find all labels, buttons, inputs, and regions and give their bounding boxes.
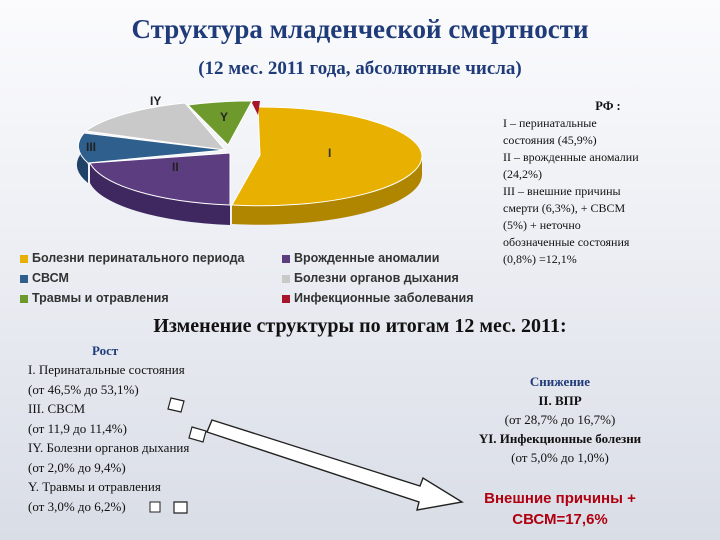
pie-slice-injuries (186, 100, 253, 146)
increase-line: IY. Болезни органов дыхания (28, 440, 190, 455)
conclusion-line: Внешние причины + (484, 490, 636, 507)
legend-swatch (282, 254, 290, 263)
pie-label-Y: Y (220, 110, 228, 124)
legend-swatch (20, 274, 28, 283)
legend-item-anomalies: Врожденные аномалии (282, 250, 439, 266)
decrease-line: (от 5,0% до 1,0%) (511, 450, 609, 465)
rf-note-line: II – врожденные аномалии (503, 150, 639, 164)
legend-item-injuries: Травмы и отравления (20, 290, 169, 306)
rf-note-line: смерти (6,3%), + СВСМ (503, 201, 626, 215)
pie-label-II: II (172, 160, 179, 174)
increase-line: (от 46,5% до 53,1%) (28, 381, 139, 397)
legend-item-infectious: Инфекционные заболевания (282, 290, 474, 306)
legend-swatch (20, 294, 28, 303)
decrease-header: Снижение (529, 374, 591, 389)
legend-label: Инфекционные заболевания (294, 291, 474, 305)
pie-side-svsm (76, 140, 88, 183)
decrease-line: YI. Инфекционные болезни (478, 431, 642, 446)
increase-line: III. СВСМ (28, 401, 86, 416)
slide-title: Структура младенческой смертности (131, 14, 589, 44)
conclusion-line: СВСМ=17,6% (512, 511, 608, 528)
rf-note-header: РФ : (595, 99, 621, 113)
legend-label: Врожденные аномалии (294, 251, 440, 265)
pie-slice-perinatal (231, 106, 423, 207)
conclusion-text: Внешние причины + СВСМ=17,6% (440, 488, 680, 530)
pie-label-I: I (328, 146, 331, 160)
increase-line: Y. Травмы и отравления (28, 479, 161, 494)
rf-note-line: (24,2%) (503, 167, 542, 181)
legend-swatch (282, 274, 290, 283)
decrease-line: (от 28,7% до 16,7%) (504, 412, 616, 427)
rf-note-line: (0,8%) =12,1% (503, 252, 577, 266)
legend-swatch (20, 254, 28, 263)
pie-slice-svsm (77, 132, 226, 164)
rf-note-line: III – внешние причины (503, 184, 621, 198)
decrease-line: II. ВПР (538, 393, 582, 408)
rf-note-line: обозначенные состояния (503, 235, 630, 249)
change-title: Изменение структуры по итогам 12 мес. 20… (153, 315, 567, 337)
pie-slice-anomalies (89, 152, 231, 206)
legend-item-svsm: СВСМ (20, 270, 69, 286)
rf-note-line: состояния (45,9%) (503, 133, 597, 147)
rf-note-line: (5%) + неточно (503, 218, 581, 232)
increase-line: I. Перинатальные состояния (28, 362, 185, 377)
increase-line: (от 11,9 до 11,4%) (28, 420, 127, 436)
increase-line: (от 3,0% до 6,2%) (28, 498, 126, 514)
rf-note: РФ : I – перинатальные состояния (45,9%)… (503, 98, 713, 268)
decrease-block: Снижение II. ВПР (от 28,7% до 16,7%) YI.… (440, 372, 680, 467)
pie-label-IY: IY (150, 95, 161, 108)
pie-side-anomalies (90, 163, 230, 225)
legend-label: Травмы и отравления (32, 291, 169, 305)
legend-label: СВСМ (32, 271, 69, 285)
pie-side-perinatal (232, 155, 422, 225)
pie-label-III: III (86, 140, 96, 154)
legend-label: Болезни перинатального периода (32, 251, 245, 265)
slide-subtitle: (12 мес. 2011 года, абсолютные числа) (198, 58, 522, 79)
increase-header: Рост (92, 343, 119, 358)
pie-legend: Болезни перинатального периода Врожденны… (20, 250, 490, 306)
legend-item-respiratory: Болезни органов дыхания (282, 270, 459, 286)
legend-item-perinatal: Болезни перинатального периода (20, 250, 245, 266)
pie-chart: I II III IY Y (76, 95, 423, 225)
pie-slice-infectious (252, 101, 260, 115)
legend-swatch (282, 294, 290, 303)
rf-note-line: I – перинатальные (503, 116, 597, 130)
increase-list: I. Перинатальные состояния (от 46,5% до … (28, 360, 288, 516)
legend-label: Болезни органов дыхания (294, 271, 459, 285)
increase-line: (от 2,0% до 9,4%) (28, 459, 126, 475)
pie-slice-respiratory (84, 102, 227, 151)
